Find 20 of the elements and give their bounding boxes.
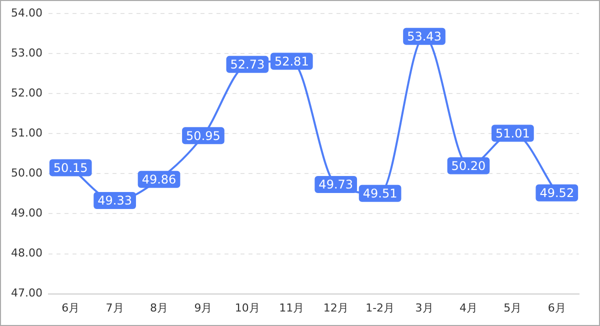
x-tick-label: 11月 [279,301,304,314]
y-tick-label: 52.00 [10,86,42,100]
x-tick-label: 6月 [548,301,566,314]
x-tick-label: 10月 [234,301,260,314]
x-tick-label: 12月 [323,301,348,314]
x-tick-label: 6月 [62,301,80,314]
x-tick-label: 3月 [415,301,434,314]
y-tick-label: 49.00 [10,206,42,220]
y-tick-label: 50.00 [10,166,42,180]
x-tick-label: 1-2月 [366,301,395,314]
y-tick-label: 47.00 [10,286,42,300]
x-tick-label: 4月 [459,301,478,314]
x-tick-label: 5月 [504,301,522,314]
y-tick-label: 51.00 [10,126,42,140]
y-tick-label: 53.00 [10,46,42,60]
x-tick-label: 7月 [106,301,124,314]
x-tick-label: 9月 [194,301,212,314]
y-tick-label: 54.00 [10,6,42,20]
x-tick-label: 8月 [150,301,168,314]
y-tick-label: 48.00 [10,246,42,260]
